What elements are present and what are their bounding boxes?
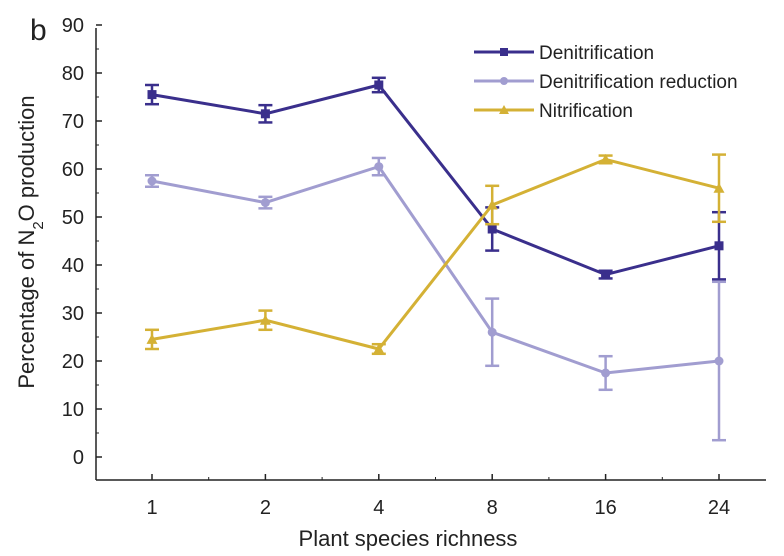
data-point: [487, 224, 497, 234]
data-point: [260, 109, 270, 119]
legend-label: Nitrification: [539, 101, 633, 122]
series-2: [145, 153, 726, 356]
x-tick-label: 1: [146, 497, 157, 519]
legend-label: Denitrification: [539, 43, 654, 64]
y-axis-title-rest: O production: [14, 95, 39, 221]
y-tick-label: 0: [73, 447, 84, 469]
y-tick-label: 20: [62, 351, 84, 373]
y-tick-label: 80: [62, 63, 84, 85]
panel-label: b: [30, 14, 47, 47]
data-point: [147, 176, 157, 186]
data-point: [259, 314, 271, 325]
series-line: [151, 157, 720, 351]
legend-marker: [500, 77, 508, 85]
legend-marker: [499, 105, 509, 114]
data-point: [714, 241, 724, 251]
data-point: [147, 90, 157, 100]
data-point: [146, 333, 158, 344]
data-point: [373, 343, 385, 354]
legend-entry-2: Nitrification: [474, 101, 633, 122]
x-tick-label: 2: [260, 497, 271, 519]
data-point: [374, 162, 384, 172]
legend-entry-1: Denitrification reduction: [474, 72, 738, 93]
x-tick-label: 24: [708, 497, 730, 519]
data-point: [487, 327, 497, 337]
y-tick-label: 10: [62, 399, 84, 421]
y-tick-label: 90: [62, 15, 84, 37]
series-layer: [145, 76, 726, 442]
y-tick-label: 50: [62, 207, 84, 229]
legend-marker: [500, 48, 508, 56]
data-point: [713, 182, 725, 193]
data-point: [600, 153, 612, 164]
y-axis-title-main: Percentage of N: [14, 230, 39, 389]
x-tick-label: 8: [487, 497, 498, 519]
y-axis-title: Percentage of N2O production: [14, 95, 47, 388]
legend: Denitrification Denitrification reduction…: [474, 43, 738, 122]
x-tick-label: 4: [373, 497, 384, 519]
legend-label: Denitrification reduction: [539, 72, 738, 93]
y-tick-label: 70: [62, 111, 84, 133]
y-axis-title-subscript: 2: [30, 221, 47, 229]
legend-entry-0: Denitrification: [474, 43, 654, 64]
series-1: [145, 156, 726, 442]
data-point: [374, 80, 384, 90]
y-tick-label: 60: [62, 159, 84, 181]
data-point: [486, 199, 498, 210]
data-point: [601, 368, 611, 378]
series-line: [151, 83, 720, 277]
series-line: [151, 164, 720, 375]
y-tick-label: 30: [62, 303, 84, 325]
data-point: [714, 356, 724, 366]
data-point: [601, 270, 611, 280]
x-tick-label: 16: [594, 497, 616, 519]
data-point: [260, 198, 270, 208]
y-tick-label: 40: [62, 255, 84, 277]
x-axis-title: Plant species richness: [299, 526, 518, 551]
series-0: [145, 76, 726, 281]
